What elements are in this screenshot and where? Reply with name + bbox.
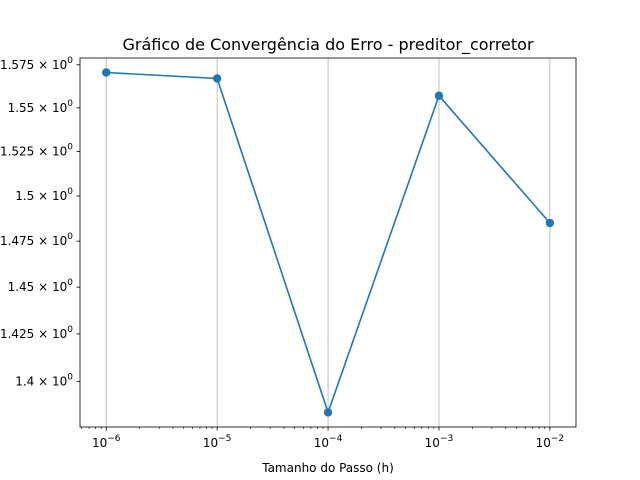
- data-point: [434, 91, 444, 100]
- x-tick-label: 10−3: [425, 434, 454, 450]
- y-tick-label: 1.55 × 100: [8, 99, 74, 115]
- y-tick-label: 1.425 × 100: [0, 325, 73, 341]
- chart-title: Gráfico de Convergência do Erro - predit…: [122, 35, 533, 55]
- data-point: [545, 218, 555, 228]
- data-point: [323, 408, 333, 417]
- y-tick-label: 1.475 × 100: [0, 232, 73, 248]
- y-tick-label: 1.45 × 100: [8, 278, 74, 294]
- x-tick-label: 10−5: [203, 434, 232, 450]
- y-tick-label: 1.575 × 100: [0, 56, 73, 72]
- gridlines: [105, 58, 551, 427]
- y-tick-label: 1.5 × 100: [15, 187, 73, 203]
- x-tick-label: 10−2: [536, 434, 565, 450]
- y-tick-label: 1.525 × 100: [0, 143, 73, 159]
- data-point: [212, 74, 222, 83]
- x-tick-label: 10−6: [92, 434, 121, 450]
- y-tick-label: 1.4 × 100: [15, 372, 73, 388]
- x-axis-label: Tamanho do Passo (h): [261, 461, 394, 475]
- axes: 10−6 10−5 10−4 10−3 10−2 1.4 × 100 1.425 × 100…: [0, 56, 577, 450]
- x-tick-label: 10−4: [314, 434, 343, 450]
- plot-area: [102, 68, 555, 417]
- data-point: [102, 68, 111, 77]
